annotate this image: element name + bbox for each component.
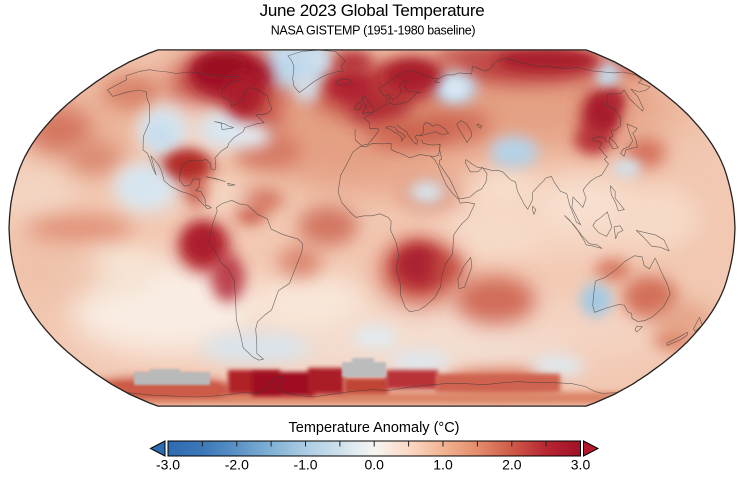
svg-text:1.0: 1.0 (433, 457, 453, 473)
svg-text:June 2023 Global Temperature: June 2023 Global Temperature (260, 1, 485, 20)
svg-text:NASA GISTEMP (1951-1980 baseli: NASA GISTEMP (1951-1980 baseline) (271, 24, 476, 38)
svg-text:-2.0: -2.0 (225, 457, 249, 473)
svg-text:3.0: 3.0 (571, 457, 591, 473)
svg-text:Temperature Anomaly (°C): Temperature Anomaly (°C) (289, 420, 460, 436)
svg-text:0.0: 0.0 (364, 457, 384, 473)
svg-text:2.0: 2.0 (502, 457, 522, 473)
svg-text:-3.0: -3.0 (156, 457, 180, 473)
svg-text:-1.0: -1.0 (293, 457, 317, 473)
